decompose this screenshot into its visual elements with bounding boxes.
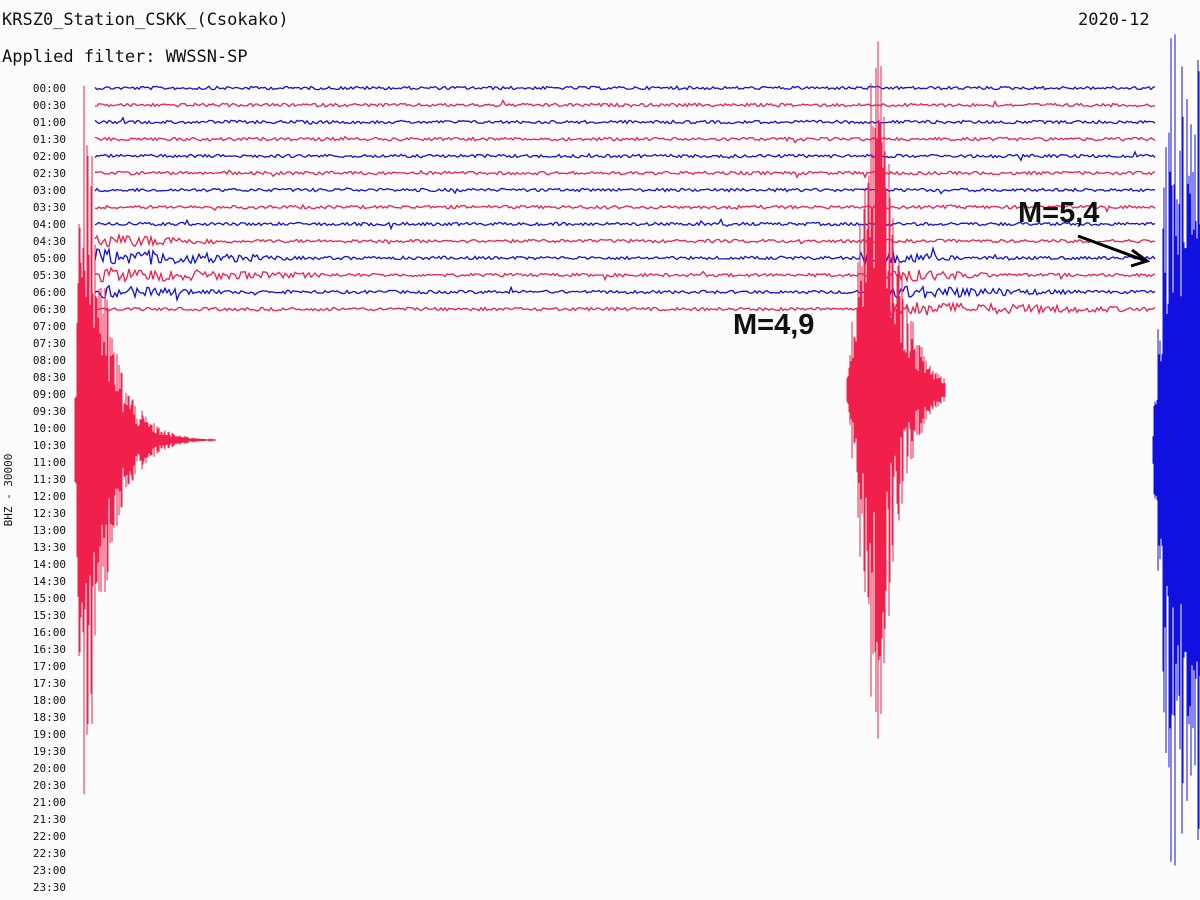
time-label: 22:30 [33,847,66,860]
time-label: 13:00 [33,524,66,537]
time-label: 20:30 [33,779,66,792]
trace [94,246,1156,266]
time-label: 03:00 [33,184,66,197]
time-label: 06:30 [33,303,66,316]
time-label: 21:00 [33,796,66,809]
time-label: 14:30 [33,575,66,588]
time-label: 08:30 [33,371,66,384]
time-label: 22:00 [33,830,66,843]
trace [94,85,1156,91]
time-label: 19:00 [33,728,66,741]
trace [94,116,1156,125]
traces [74,34,1200,866]
time-label: 20:00 [33,762,66,775]
time-label: 14:00 [33,558,66,571]
trace [94,284,1156,303]
time-label: 10:30 [33,439,66,452]
time-label: 09:30 [33,405,66,418]
time-label: 10:00 [33,422,66,435]
trace [95,169,1156,179]
time-label: 11:00 [33,456,66,469]
time-label: 23:00 [33,864,66,877]
time-label: 04:00 [33,218,66,231]
time-label: 17:30 [33,677,66,690]
time-label: 02:30 [33,167,66,180]
time-label: 13:30 [33,541,66,554]
time-label: 12:30 [33,507,66,520]
time-label: 01:30 [33,133,66,146]
time-label: 06:00 [33,286,66,299]
time-label: 23:30 [33,881,66,894]
axis-label: BHZ - 30000 [2,454,15,527]
trace [94,232,1156,248]
trace [94,187,1156,195]
arrow [1077,234,1147,263]
time-label: 16:00 [33,626,66,639]
annotation: M=5,4 [1018,197,1099,229]
time-labels: 00:00 00:30 01:00 01:30 02:00 02:30 03:00 03:30… [33,82,66,894]
time-label: 02:00 [33,150,66,163]
time-label: 19:30 [33,745,66,758]
filter-label: Applied filter: WWSSN-SP [2,47,248,67]
time-label: 01:00 [33,116,66,129]
time-label: 00:30 [33,99,66,112]
trace [94,135,1156,144]
time-label: 21:30 [33,813,66,826]
time-label: 11:30 [33,473,66,486]
time-label: 08:00 [33,354,66,367]
time-label: 15:00 [33,592,66,605]
time-label: 16:30 [33,643,66,656]
time-label: 18:30 [33,711,66,724]
time-label: 09:00 [33,388,66,401]
time-label: 05:00 [33,252,66,265]
time-label: 15:30 [33,609,66,622]
trace [94,217,1156,231]
trace [94,203,1156,214]
time-label: 04:30 [33,235,66,248]
time-label: 07:30 [33,337,66,350]
time-label: 18:00 [33,694,66,707]
time-label: 00:00 [33,82,66,95]
time-label: 03:30 [33,201,66,214]
trace [94,150,1156,162]
arrow-head [1130,248,1151,268]
trace [94,266,1156,284]
annotation: M=4,9 [733,309,814,341]
trace [94,301,1156,317]
time-label: 12:00 [33,490,66,503]
time-label: 07:00 [33,320,66,333]
time-label: 05:30 [33,269,66,282]
station-title: KRSZ0_Station_CSKK_(Csokako) [2,10,289,30]
trace [94,98,1155,108]
time-label: 17:00 [33,660,66,673]
date: 2020-12 [1078,10,1150,30]
